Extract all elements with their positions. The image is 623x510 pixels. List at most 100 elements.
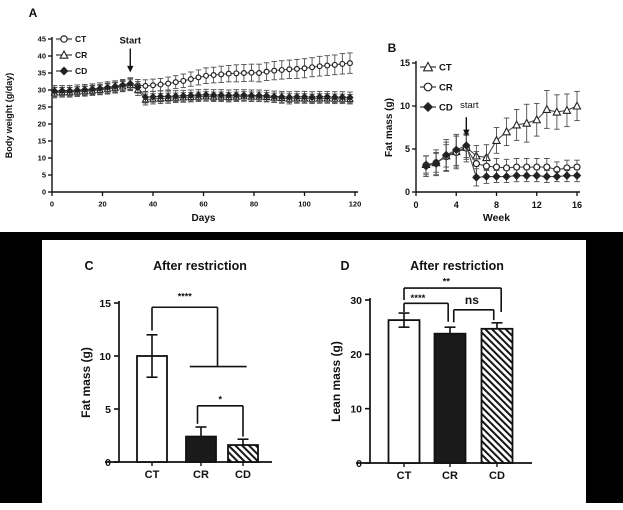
panel-d-lean-mass-bar-chart: 0 10 20 30 CT CR CD **** ns ** After restriction Le… bbox=[329, 259, 532, 482]
series-CT-marker bbox=[552, 107, 562, 116]
matte-band bbox=[0, 232, 623, 240]
series-CT-marker bbox=[309, 64, 316, 71]
series-CT-marker bbox=[293, 65, 300, 72]
x-tick-label: 40 bbox=[149, 200, 157, 209]
series-CD-marker bbox=[232, 91, 241, 99]
series-CD-marker bbox=[278, 93, 286, 101]
series-CD-marker bbox=[502, 172, 511, 181]
series-CT-marker bbox=[286, 66, 293, 73]
y-axis-label: Body weight (g/day) bbox=[4, 73, 14, 159]
series-CT-marker bbox=[187, 76, 194, 83]
significance-label: **** bbox=[411, 293, 426, 304]
legend-item-CT: CT bbox=[56, 34, 87, 44]
y-axis-label: Lean mass (g) bbox=[329, 341, 343, 422]
series-CD-marker bbox=[421, 161, 431, 171]
series-CD bbox=[421, 133, 582, 187]
series-CD-marker bbox=[522, 171, 532, 181]
y-tick-label: 5 bbox=[405, 144, 410, 154]
y-tick-label: 0 bbox=[42, 188, 46, 197]
x-tick-label: 8 bbox=[494, 200, 499, 210]
y-tick-label: 15 bbox=[38, 137, 46, 146]
y-axis-label: Fat mass (g) bbox=[384, 98, 395, 157]
legend-item-CR: CR bbox=[420, 82, 453, 93]
y-tick-label: 20 bbox=[350, 349, 362, 361]
y-tick-label: 45 bbox=[38, 35, 46, 44]
series-CT-marker bbox=[324, 62, 331, 69]
x-tick-label: 12 bbox=[532, 200, 542, 210]
y-tick-label: 10 bbox=[38, 154, 46, 163]
legend-label: CR bbox=[75, 50, 87, 60]
legend-item-CT: CT bbox=[420, 61, 452, 73]
series-CD-marker bbox=[308, 93, 316, 101]
annotation-start: start bbox=[460, 100, 479, 111]
panel-a-body-weight-chart: 0 5 10 15 20 25 30 35 40 45 0 20 40 60 80 100 120 Days Bod… bbox=[4, 6, 361, 224]
panel-label: C bbox=[84, 259, 93, 273]
category-label-CD: CD bbox=[489, 470, 505, 482]
series-CT-marker bbox=[248, 69, 255, 76]
series-CD-marker bbox=[552, 172, 562, 181]
x-tick-label: 0 bbox=[413, 200, 418, 210]
series-CD-marker bbox=[472, 173, 481, 182]
series-CD-marker bbox=[461, 141, 471, 150]
series-CT-marker bbox=[512, 119, 522, 129]
bar-CT bbox=[387, 319, 421, 464]
series-CD-marker bbox=[240, 91, 248, 99]
series-CT-marker bbox=[301, 65, 308, 72]
x-axis-label: Days bbox=[192, 213, 216, 224]
series-CR-marker bbox=[502, 164, 511, 172]
series-CD-marker bbox=[512, 171, 521, 181]
triangle-icon bbox=[59, 49, 69, 59]
series-CD-marker bbox=[88, 85, 97, 93]
legend-label: CR bbox=[439, 82, 453, 93]
series-CD-marker bbox=[202, 91, 210, 99]
y-tick-label: 10 bbox=[350, 403, 362, 415]
series-CD-marker bbox=[111, 82, 119, 91]
series-CD-marker bbox=[118, 81, 127, 89]
category-label-CR: CR bbox=[442, 470, 458, 482]
bar-CR bbox=[433, 332, 467, 464]
series-CD-marker bbox=[171, 92, 180, 100]
series-CR-marker bbox=[513, 163, 521, 171]
annotation-arrow-head bbox=[127, 65, 134, 73]
panel-label: B bbox=[388, 41, 397, 55]
series-CD-marker bbox=[134, 83, 142, 92]
series-CT-marker bbox=[157, 81, 164, 88]
series-CT-marker bbox=[346, 60, 353, 67]
y-tick-label: 0 bbox=[405, 187, 410, 197]
series-CR-marker bbox=[482, 162, 491, 170]
bar-CD bbox=[480, 327, 514, 464]
y-tick-label: 25 bbox=[38, 103, 46, 112]
series-CD-marker bbox=[247, 91, 256, 100]
series-CD-marker bbox=[179, 92, 188, 100]
series-CT-marker bbox=[142, 82, 149, 89]
category-label-CR: CR bbox=[193, 469, 209, 481]
matte-right-column bbox=[586, 240, 623, 503]
series-CD-marker bbox=[58, 86, 66, 95]
series-CR bbox=[50, 79, 354, 106]
series-CR-line bbox=[425, 147, 578, 171]
x-tick-label: 80 bbox=[250, 200, 258, 209]
series-CT-marker bbox=[256, 69, 263, 76]
significance-label: ** bbox=[443, 277, 451, 288]
series-CD-marker bbox=[482, 172, 491, 181]
series-CD-marker bbox=[103, 83, 112, 92]
series-CD-marker bbox=[141, 93, 150, 101]
series-CR-marker bbox=[573, 163, 581, 171]
series-CT-marker bbox=[316, 63, 323, 70]
series-CR-marker bbox=[543, 163, 551, 171]
category-label-CT: CT bbox=[397, 470, 412, 482]
y-axis-label: Fat mass (g) bbox=[79, 347, 93, 418]
series-CD-marker bbox=[73, 86, 82, 94]
series-CT-line bbox=[54, 62, 350, 93]
legend-label: CD bbox=[75, 66, 87, 76]
x-tick-label: 4 bbox=[454, 200, 459, 210]
series-CT-marker bbox=[339, 60, 346, 67]
x-tick-label: 20 bbox=[98, 200, 106, 209]
panel-label: A bbox=[29, 6, 38, 20]
series-CR-marker bbox=[492, 163, 501, 171]
series-CT-marker bbox=[331, 61, 338, 68]
series-CD-marker bbox=[492, 172, 501, 181]
legend-label: CT bbox=[439, 62, 452, 73]
x-tick-label: 0 bbox=[50, 200, 54, 209]
